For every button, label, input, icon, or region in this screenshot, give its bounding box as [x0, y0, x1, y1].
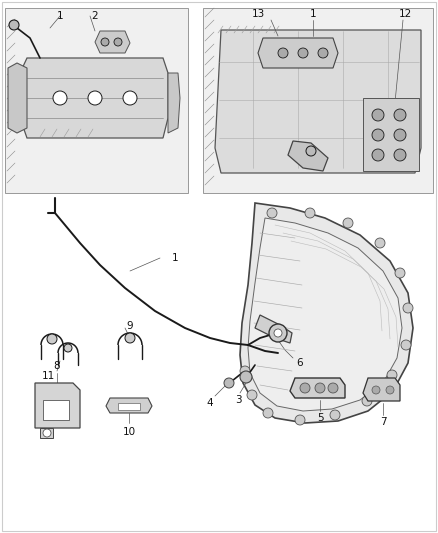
Circle shape: [88, 91, 102, 105]
Text: 4: 4: [207, 398, 213, 408]
Circle shape: [263, 408, 273, 418]
Circle shape: [394, 109, 406, 121]
Circle shape: [125, 333, 135, 343]
Circle shape: [401, 340, 411, 350]
Circle shape: [278, 48, 288, 58]
Circle shape: [43, 429, 51, 437]
Polygon shape: [40, 428, 53, 438]
Circle shape: [298, 48, 308, 58]
Circle shape: [295, 415, 305, 425]
Text: 1: 1: [57, 11, 64, 21]
Circle shape: [343, 218, 353, 228]
Polygon shape: [363, 98, 419, 171]
Circle shape: [403, 303, 413, 313]
Circle shape: [387, 370, 397, 380]
Circle shape: [53, 91, 67, 105]
Circle shape: [372, 386, 380, 394]
Polygon shape: [95, 31, 130, 53]
Circle shape: [375, 238, 385, 248]
Circle shape: [274, 329, 282, 337]
Circle shape: [362, 396, 372, 406]
Polygon shape: [106, 398, 152, 413]
Bar: [43, 400, 69, 420]
Circle shape: [64, 344, 72, 352]
Circle shape: [394, 129, 406, 141]
Circle shape: [247, 390, 257, 400]
Text: 1: 1: [172, 253, 178, 263]
Circle shape: [114, 38, 122, 46]
Circle shape: [330, 410, 340, 420]
Text: 1: 1: [310, 9, 316, 19]
Circle shape: [267, 208, 277, 218]
Polygon shape: [363, 378, 400, 401]
Circle shape: [318, 48, 328, 58]
Text: 13: 13: [251, 9, 265, 19]
Circle shape: [9, 20, 19, 30]
Circle shape: [224, 378, 234, 388]
Circle shape: [47, 334, 57, 344]
Circle shape: [305, 208, 315, 218]
Bar: [5, 8, 188, 193]
Text: 11: 11: [41, 371, 55, 381]
Polygon shape: [290, 378, 345, 398]
Bar: [203, 8, 433, 193]
Circle shape: [240, 366, 250, 376]
Circle shape: [315, 383, 325, 393]
Circle shape: [386, 386, 394, 394]
Circle shape: [372, 129, 384, 141]
Circle shape: [328, 383, 338, 393]
Text: 7: 7: [380, 417, 386, 427]
Polygon shape: [20, 58, 168, 138]
Polygon shape: [258, 38, 338, 68]
Circle shape: [395, 268, 405, 278]
Text: 9: 9: [127, 321, 133, 331]
Polygon shape: [168, 73, 180, 133]
Polygon shape: [255, 315, 292, 343]
Circle shape: [394, 149, 406, 161]
Polygon shape: [35, 383, 80, 428]
Circle shape: [300, 383, 310, 393]
Text: 8: 8: [54, 361, 60, 371]
Circle shape: [240, 371, 252, 383]
Circle shape: [372, 149, 384, 161]
Text: 10: 10: [123, 427, 136, 437]
Text: 3: 3: [235, 395, 241, 405]
Text: 6: 6: [297, 358, 303, 368]
Text: 5: 5: [317, 413, 323, 423]
Polygon shape: [248, 218, 402, 411]
Circle shape: [123, 91, 137, 105]
Text: 12: 12: [399, 9, 412, 19]
Circle shape: [306, 146, 316, 156]
Polygon shape: [288, 141, 328, 171]
Text: 2: 2: [92, 11, 98, 21]
Polygon shape: [8, 63, 27, 133]
Circle shape: [372, 109, 384, 121]
Polygon shape: [215, 30, 421, 173]
Circle shape: [101, 38, 109, 46]
Polygon shape: [240, 203, 413, 423]
Circle shape: [269, 324, 287, 342]
Bar: [118, 403, 140, 410]
